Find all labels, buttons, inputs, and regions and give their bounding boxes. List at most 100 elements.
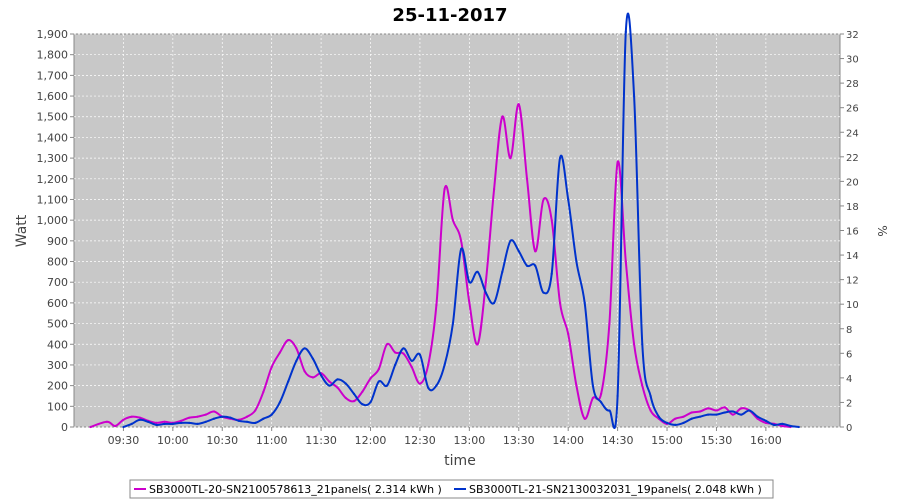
data-point: [369, 377, 372, 380]
y-tick-label: 800: [47, 256, 68, 269]
y-tick-label: 1,400: [37, 131, 69, 144]
y-tick-label: 1,100: [37, 193, 69, 206]
data-point: [493, 301, 496, 304]
y2-axis-title: %: [875, 225, 889, 236]
grid: [74, 33, 840, 428]
y2-tick-label: 12: [846, 276, 859, 287]
data-point: [262, 417, 265, 420]
data-point: [147, 420, 150, 423]
data-point: [460, 239, 463, 242]
data-point: [641, 343, 644, 346]
data-point: [525, 177, 529, 180]
data-point: [229, 416, 232, 419]
data-point: [254, 421, 257, 424]
data-point: [394, 363, 397, 366]
data-point: [295, 347, 298, 350]
data-point: [550, 272, 553, 275]
data-point: [435, 384, 438, 387]
data-point: [180, 421, 183, 424]
data-point: [509, 157, 512, 160]
y2-tick-label: 6: [846, 349, 852, 360]
data-point: [443, 188, 446, 191]
data-point: [484, 291, 487, 294]
data-point: [740, 407, 743, 410]
data-point: [756, 415, 759, 418]
data-point: [344, 382, 347, 385]
y2-tick-label: 28: [846, 79, 859, 90]
data-point: [377, 368, 380, 371]
data-point: [443, 363, 446, 366]
data-point: [221, 415, 224, 418]
data-point: [254, 409, 257, 412]
data-point: [591, 396, 595, 400]
data-point: [435, 303, 438, 307]
data-point: [575, 260, 578, 263]
data-point: [361, 390, 364, 393]
x-tick-label: 14:00: [552, 434, 584, 447]
data-point: [394, 351, 397, 354]
data-point: [402, 347, 405, 350]
data-point: [509, 239, 512, 242]
data-point: [311, 357, 314, 360]
y-tick-label: 1,500: [37, 111, 69, 124]
x-axis-ticks: 09:30 10:00 10:30 11:00 11:30 12:00 12:30 13:00…: [108, 427, 782, 447]
data-point: [764, 419, 768, 422]
y2-tick-label: 26: [846, 104, 859, 115]
data-point: [204, 420, 207, 423]
data-point: [287, 339, 290, 342]
data-point: [287, 380, 290, 383]
y2-tick-label: 2: [846, 398, 852, 409]
data-point: [600, 392, 603, 395]
data-point: [303, 347, 306, 350]
data-point: [682, 421, 685, 424]
x-tick-label: 10:30: [206, 434, 238, 447]
data-point: [715, 413, 718, 416]
data-point: [89, 425, 92, 429]
data-point: [180, 419, 183, 422]
data-point: [303, 370, 306, 373]
data-point: [550, 219, 553, 222]
data-point: [781, 424, 784, 428]
data-point: [451, 322, 454, 325]
data-point: [764, 421, 768, 424]
data-point: [649, 409, 652, 412]
data-point: [451, 219, 454, 222]
data-point: [460, 248, 463, 251]
data-point: [418, 353, 421, 356]
data-point: [649, 394, 652, 398]
data-point: [534, 250, 537, 253]
data-point: [600, 401, 603, 404]
y-tick-label: 1,700: [37, 69, 69, 82]
y-tick-label: 300: [47, 359, 68, 372]
y2-tick-label: 8: [846, 325, 852, 336]
legend-label-2: SB3000TL-21-SN2130032031_19panels( 2.048…: [469, 483, 762, 496]
x-tick-label: 13:00: [454, 434, 486, 447]
data-point: [196, 415, 199, 418]
data-point: [122, 418, 125, 421]
x-tick-label: 13:30: [503, 434, 535, 447]
data-point: [212, 410, 216, 413]
data-point: [270, 365, 273, 369]
data-point: [171, 422, 174, 425]
data-point: [525, 264, 529, 267]
x-tick-label: 15:30: [701, 434, 733, 447]
y-tick-label: 1,200: [37, 173, 69, 186]
data-point: [583, 417, 586, 420]
data-point: [212, 417, 216, 420]
data-point: [608, 409, 611, 412]
data-point: [707, 413, 710, 416]
data-point: [674, 423, 677, 426]
data-point: [427, 363, 430, 366]
data-point: [558, 157, 562, 160]
data-point: [558, 301, 562, 304]
data-point: [517, 103, 520, 106]
data-point: [245, 420, 249, 423]
legend-box: [129, 479, 774, 499]
x-tick-label: 11:00: [256, 434, 288, 447]
data-point: [616, 394, 619, 398]
data-point: [633, 95, 636, 98]
y-tick-label: 0: [61, 421, 68, 434]
data-point: [130, 422, 133, 425]
data-point: [567, 332, 570, 335]
